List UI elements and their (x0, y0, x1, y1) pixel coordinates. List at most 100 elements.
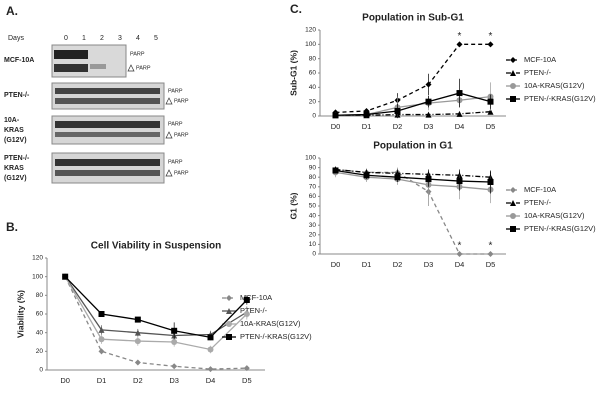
point (425, 81, 432, 88)
point (62, 273, 69, 280)
band (90, 64, 106, 69)
legend-label: PTEN-/-KRAS(G12V) (240, 332, 312, 341)
legend-label: PTEN-/-KRAS(G12V) (524, 224, 596, 233)
point (425, 98, 432, 105)
point (134, 359, 141, 366)
band (55, 98, 160, 104)
x-tick-label: D4 (455, 122, 465, 131)
y-tick-label: 20 (309, 98, 317, 105)
y-tick-label: 0 (312, 113, 316, 120)
point (134, 316, 141, 323)
point (456, 178, 463, 185)
chart-title: Population in Sub-G1 (362, 13, 464, 24)
row-label: (G12V) (4, 175, 27, 182)
annotation: * (458, 241, 462, 252)
row-label: KRAS (4, 127, 24, 134)
y-axis-label: G1 (%) (288, 192, 298, 219)
x-tick-label: D3 (424, 260, 434, 269)
point (171, 327, 178, 334)
y-tick-label: 70 (309, 184, 317, 191)
point (98, 348, 105, 355)
legend-label: MCF-10A (240, 293, 272, 302)
x-tick-label: D0 (331, 122, 341, 131)
y-tick-label: 60 (36, 311, 44, 318)
blot-image (51, 115, 165, 145)
legend-marker (510, 70, 516, 76)
x-tick-label: D2 (393, 260, 403, 269)
lane-label: 3 (118, 35, 122, 42)
band-label: PARP (130, 51, 145, 57)
series-line (335, 168, 491, 178)
band-label: PARP (174, 132, 189, 138)
legend-label: PTEN-/- (524, 198, 552, 207)
legend-marker (226, 334, 232, 340)
y-tick-label: 100 (32, 273, 43, 280)
x-tick-label: D0 (60, 376, 70, 385)
y-tick-label: 40 (36, 329, 44, 336)
legend-label: MCF-10A (524, 185, 556, 194)
series-line (335, 169, 491, 183)
series-line (335, 43, 491, 114)
x-tick-label: D5 (486, 122, 496, 131)
blot-image (51, 44, 127, 78)
legend-marker (510, 226, 516, 232)
legend-label: PTEN-/-KRAS(G12V) (524, 94, 596, 103)
legend-label: PTEN-/- (524, 68, 552, 77)
band (55, 88, 160, 94)
point (243, 297, 250, 303)
y-tick-label: 80 (309, 174, 317, 181)
point (425, 111, 432, 118)
lane-label: 2 (100, 35, 104, 42)
y-tick-label: 30 (309, 222, 317, 229)
x-tick-label: D1 (362, 260, 372, 269)
x-tick-label: D3 (169, 376, 179, 385)
point (171, 339, 178, 345)
panel-label: C. (290, 2, 302, 16)
y-tick-label: 120 (305, 27, 316, 34)
band (55, 159, 160, 166)
legend-marker (226, 321, 232, 327)
series-line (64, 276, 248, 351)
chart-title: Cell Viability in Suspension (91, 241, 221, 252)
x-tick-label: D5 (242, 376, 252, 385)
cleaved-marker (165, 169, 173, 177)
legend-label: PTEN-/- (240, 306, 268, 315)
x-tick-label: D5 (486, 260, 496, 269)
point (243, 365, 250, 372)
row-label: MCF-10A (4, 57, 34, 64)
band (54, 64, 88, 72)
y-tick-label: 120 (32, 255, 43, 262)
point (456, 251, 463, 257)
cleaved-marker (127, 64, 135, 72)
y-tick-label: 20 (36, 348, 44, 355)
band (55, 121, 160, 128)
y-tick-label: 20 (309, 232, 317, 239)
panel-label: A. (6, 4, 18, 18)
y-tick-label: 60 (309, 70, 317, 77)
series-line (335, 92, 491, 116)
days-label: Days (8, 35, 24, 42)
series-line (335, 171, 491, 191)
annotation: * (489, 31, 493, 42)
point (456, 90, 463, 97)
point (98, 336, 105, 343)
blot-image (51, 82, 165, 110)
chart-title: Population in G1 (373, 141, 453, 152)
point (207, 346, 214, 353)
row-label: PTEN-/- (4, 155, 30, 162)
annotation: * (489, 241, 493, 252)
y-tick-label: 40 (309, 212, 317, 219)
legend-marker (510, 187, 516, 193)
band-label: PARP (136, 65, 151, 71)
legend-marker (226, 295, 232, 301)
legend-marker (226, 308, 232, 314)
x-tick-label: D3 (424, 122, 434, 131)
y-axis-label: Viability (%) (15, 290, 25, 338)
x-tick-label: D4 (455, 260, 465, 269)
y-tick-label: 100 (305, 155, 316, 162)
legend-label: 10A-KRAS(G12V) (240, 319, 301, 328)
band (54, 50, 88, 59)
band-label: PARP (174, 98, 189, 104)
lane-label: 1 (82, 35, 86, 42)
